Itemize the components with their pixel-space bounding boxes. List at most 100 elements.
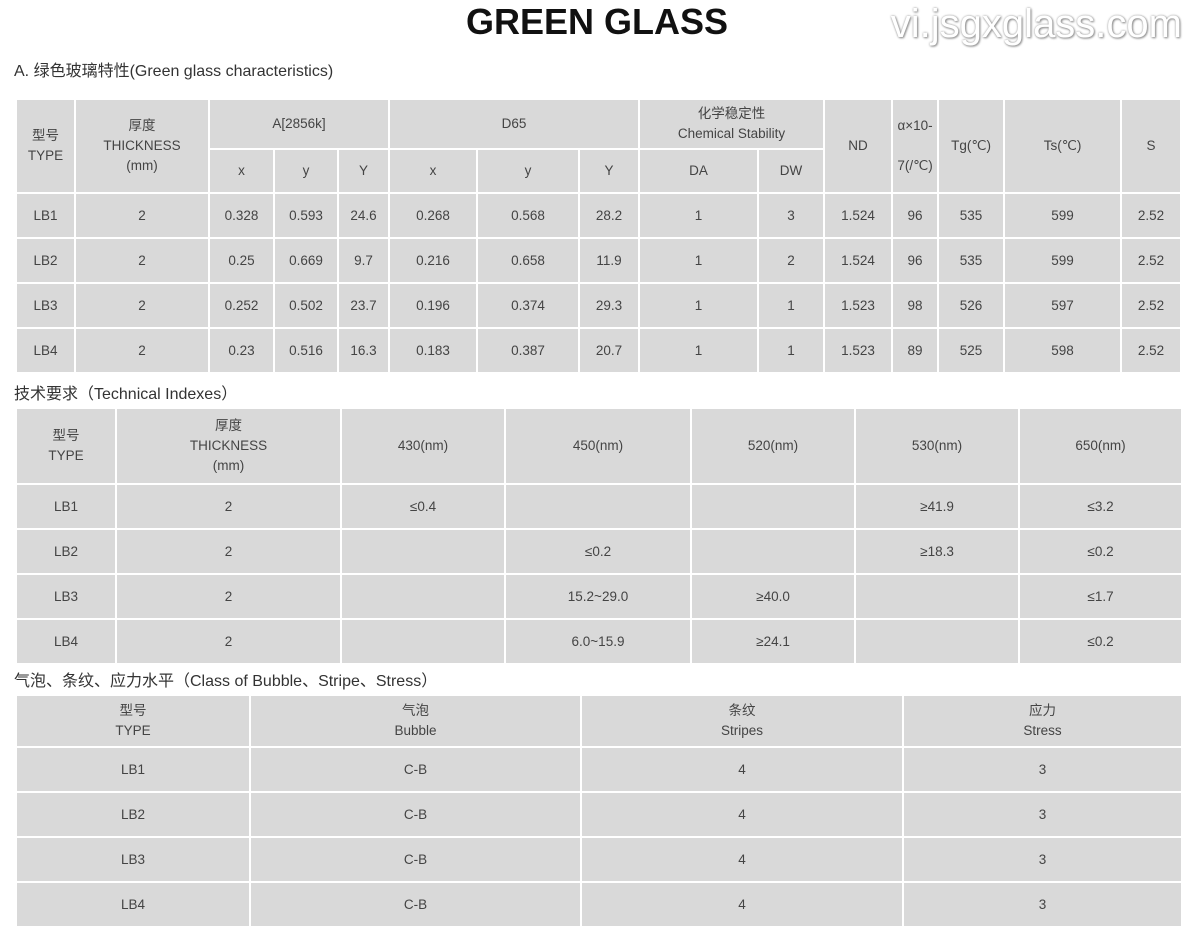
header-alpha: α×10- 7(/℃) bbox=[891, 98, 940, 194]
table-cell: LB3 bbox=[15, 573, 117, 620]
table-cell: 1 bbox=[757, 282, 826, 329]
header-tg: Tg(℃) bbox=[937, 98, 1006, 194]
table-row: LB4 2 0.23 0.516 16.3 0.183 0.387 20.7 1 1 1.523 89… bbox=[15, 327, 1183, 374]
table-cell: LB1 bbox=[15, 483, 117, 530]
header-type: 型号 TYPE bbox=[15, 407, 117, 485]
table-cell: 16.3 bbox=[336, 327, 391, 374]
table-cell: 3 bbox=[757, 192, 826, 239]
subheader-cell: DW bbox=[757, 148, 826, 194]
header-thickness: 厚度 THICKNESS (mm) bbox=[74, 98, 210, 194]
table-cell: 3 bbox=[902, 881, 1183, 928]
table-cell: 96 bbox=[891, 192, 940, 239]
header-450nm: 450(nm) bbox=[504, 407, 692, 485]
table-cell: LB2 bbox=[15, 528, 117, 575]
subheader-cell: DA bbox=[638, 148, 760, 194]
table-cell: ≤0.4 bbox=[340, 483, 506, 530]
table-cell: 2 bbox=[74, 237, 210, 284]
table1-caption: A. 绿色玻璃特性(Green glass characteristics) bbox=[14, 63, 334, 80]
table-cell: 1.523 bbox=[823, 327, 894, 374]
table-cell: 0.268 bbox=[388, 192, 479, 239]
table-row: LB2 C-B 4 3 bbox=[15, 791, 1183, 838]
table-cell: 96 bbox=[891, 237, 940, 284]
table-cell: 1 bbox=[638, 327, 760, 374]
table-cell: 24.6 bbox=[336, 192, 391, 239]
table-cell: 23.7 bbox=[336, 282, 391, 329]
header-type: 型号 TYPE bbox=[15, 98, 76, 194]
table-cell: 2 bbox=[74, 327, 210, 374]
table-row: LB3 2 0.252 0.502 23.7 0.196 0.374 29.3 1 1 1.523 9… bbox=[15, 282, 1183, 329]
table-cell bbox=[854, 618, 1020, 665]
table-cell bbox=[504, 483, 692, 530]
header-530nm: 530(nm) bbox=[854, 407, 1020, 485]
table-cell: 6.0~15.9 bbox=[504, 618, 692, 665]
header-520nm: 520(nm) bbox=[690, 407, 856, 485]
table-cell: 0.593 bbox=[273, 192, 339, 239]
table-cell: 1 bbox=[638, 237, 760, 284]
table-cell: ≥40.0 bbox=[690, 573, 856, 620]
table-cell: 28.2 bbox=[578, 192, 641, 239]
table-cell: ≥18.3 bbox=[854, 528, 1020, 575]
table-cell: 2 bbox=[74, 192, 210, 239]
table-cell bbox=[690, 528, 856, 575]
table-cell: ≤0.2 bbox=[1018, 618, 1183, 665]
table-cell: 2.52 bbox=[1120, 327, 1183, 374]
table-row: LB4 C-B 4 3 bbox=[15, 881, 1183, 928]
table-cell: 1 bbox=[638, 192, 760, 239]
table-cell: 535 bbox=[937, 192, 1006, 239]
table-cell: ≤3.2 bbox=[1018, 483, 1183, 530]
table-cell: ≤0.2 bbox=[1018, 528, 1183, 575]
table-cell: 4 bbox=[580, 791, 904, 838]
subheader-cell: x bbox=[208, 148, 275, 194]
table-cell: 4 bbox=[580, 881, 904, 928]
table-cell: 2 bbox=[115, 573, 342, 620]
table-cell: 2.52 bbox=[1120, 237, 1183, 284]
table-cell: 2.52 bbox=[1120, 282, 1183, 329]
table-cell: 0.252 bbox=[208, 282, 275, 329]
subheader-cell: y bbox=[273, 148, 339, 194]
subheader-cell: Y bbox=[336, 148, 391, 194]
table3-caption: 气泡、条纹、应力水平（Class of Bubble、Stripe、Stress… bbox=[14, 673, 438, 690]
table-cell: LB3 bbox=[15, 282, 76, 329]
table-cell: C-B bbox=[249, 881, 582, 928]
table-cell bbox=[340, 528, 506, 575]
table-cell: ≤1.7 bbox=[1018, 573, 1183, 620]
table-cell: 0.669 bbox=[273, 237, 339, 284]
table-cell: 3 bbox=[902, 746, 1183, 793]
table-cell: ≥41.9 bbox=[854, 483, 1020, 530]
table-cell: LB4 bbox=[15, 881, 251, 928]
header-cell: 应力 Stress bbox=[902, 694, 1183, 748]
table-cell: 0.183 bbox=[388, 327, 479, 374]
characteristics-table: 型号 TYPE 厚度 THICKNESS (mm) A[2856k] D65 化学稳定… bbox=[15, 98, 1183, 374]
table-cell bbox=[690, 483, 856, 530]
table-cell: 1 bbox=[638, 282, 760, 329]
header-cell: 气泡 Bubble bbox=[249, 694, 582, 748]
header-cell: 条纹 Stripes bbox=[580, 694, 904, 748]
header-cell: 型号 TYPE bbox=[15, 694, 251, 748]
header-ts: Ts(℃) bbox=[1003, 98, 1123, 194]
table-cell: 15.2~29.0 bbox=[504, 573, 692, 620]
table-cell: 0.196 bbox=[388, 282, 479, 329]
table-cell: 4 bbox=[580, 746, 904, 793]
table-cell: 20.7 bbox=[578, 327, 641, 374]
table-cell: 525 bbox=[937, 327, 1006, 374]
table-cell: 1.523 bbox=[823, 282, 894, 329]
table-cell: 29.3 bbox=[578, 282, 641, 329]
table-cell bbox=[340, 573, 506, 620]
header-430nm: 430(nm) bbox=[340, 407, 506, 485]
header-chemical-stability: 化学稳定性 Chemical Stability bbox=[638, 98, 826, 150]
table-cell: 2 bbox=[115, 483, 342, 530]
header-d65: D65 bbox=[388, 98, 641, 150]
table-row: LB1 C-B 4 3 bbox=[15, 746, 1183, 793]
table-cell: 1.524 bbox=[823, 192, 894, 239]
table-cell bbox=[340, 618, 506, 665]
table-cell: 1 bbox=[757, 327, 826, 374]
table-cell: 599 bbox=[1003, 237, 1123, 284]
table-cell: 2 bbox=[115, 528, 342, 575]
table-cell: LB1 bbox=[15, 192, 76, 239]
table-cell: 0.568 bbox=[476, 192, 581, 239]
table-cell bbox=[854, 573, 1020, 620]
table-cell: 0.516 bbox=[273, 327, 339, 374]
table-cell: C-B bbox=[249, 791, 582, 838]
table-cell: 2 bbox=[757, 237, 826, 284]
table-cell: 2.52 bbox=[1120, 192, 1183, 239]
